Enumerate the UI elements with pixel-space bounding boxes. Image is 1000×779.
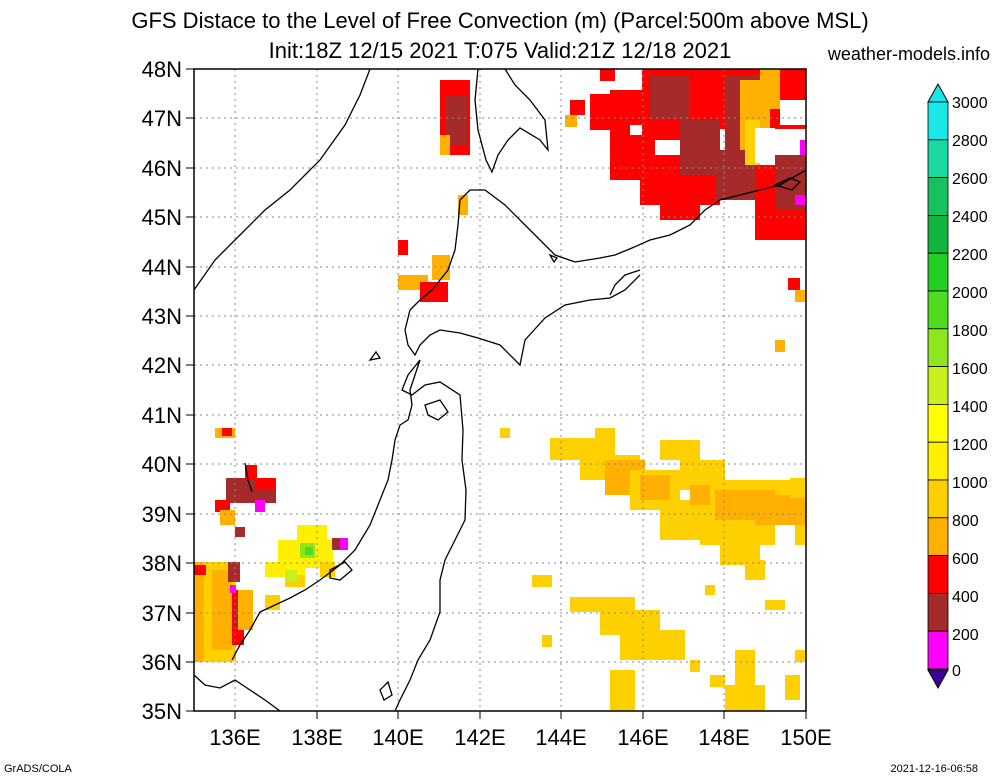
colorbar-bottom-arrow xyxy=(927,669,949,690)
colorbar-label: 1600 xyxy=(952,361,988,378)
plot-frame xyxy=(193,68,807,712)
lat-labels: 48N 47N 46N 45N 44N 43N 42N 41N 40N 39N … xyxy=(142,57,182,724)
lat-label: 45N xyxy=(142,205,182,230)
lat-label: 47N xyxy=(142,106,182,131)
colorbar-swatch xyxy=(927,101,949,141)
colorbar-label: 0 xyxy=(952,663,961,680)
lon-labels: 136E 138E 140E 142E 144E 146E 148E 150E xyxy=(209,725,831,750)
lon-label: 150E xyxy=(780,725,831,750)
colorbar-swatch xyxy=(927,139,949,179)
footer-right: 2021-12-16-06:58 xyxy=(890,763,978,775)
colorbar-top-arrow xyxy=(927,82,949,103)
lat-label: 46N xyxy=(142,156,182,181)
colorbar: 3000 2800 2600 2400 2200 2000 1800 1600 … xyxy=(927,82,988,690)
colorbar-swatch xyxy=(927,328,949,367)
colorbar-swatch xyxy=(927,593,949,632)
colorbar-swatch xyxy=(927,555,949,594)
colorbar-swatch xyxy=(927,290,949,330)
site-label: weather-models.info xyxy=(827,44,990,64)
lat-label: 35N xyxy=(142,699,182,724)
colorbar-swatch xyxy=(927,366,949,405)
colorbar-swatch xyxy=(927,403,949,443)
colorbar-label: 800 xyxy=(952,513,979,530)
colorbar-swatch xyxy=(927,214,949,254)
lat-label: 37N xyxy=(142,601,182,626)
grid-lines xyxy=(194,69,806,711)
lat-label: 36N xyxy=(142,650,182,675)
colorbar-label: 3000 xyxy=(952,95,988,112)
colorbar-label: 2800 xyxy=(952,133,988,150)
lat-label: 43N xyxy=(142,304,182,329)
lon-label: 148E xyxy=(698,725,749,750)
colorbar-label: 2400 xyxy=(952,209,988,226)
lat-label: 39N xyxy=(142,502,182,527)
colorbar-swatch xyxy=(927,441,949,481)
colorbar-label: 2600 xyxy=(952,171,988,188)
colorbar-swatch xyxy=(927,479,949,519)
lat-label: 41N xyxy=(142,403,182,428)
colorbar-label: 1200 xyxy=(952,437,988,454)
lat-label: 44N xyxy=(142,255,182,280)
lon-label: 144E xyxy=(535,725,586,750)
lat-label: 42N xyxy=(142,353,182,378)
tick-marks xyxy=(186,68,807,719)
lat-label: 40N xyxy=(142,452,182,477)
lon-label: 138E xyxy=(291,725,342,750)
colorbar-label: 2000 xyxy=(952,285,988,302)
colorbar-swatch xyxy=(927,630,949,670)
colorbar-label: 1800 xyxy=(952,323,988,340)
colorbar-label: 2200 xyxy=(952,247,988,264)
colorbar-label: 400 xyxy=(952,589,979,606)
lat-label: 48N xyxy=(142,57,182,82)
colorbar-label: 600 xyxy=(952,551,979,568)
shaded-field xyxy=(194,69,806,711)
coastlines xyxy=(194,69,806,711)
lon-label: 142E xyxy=(454,725,505,750)
colorbar-swatch xyxy=(927,252,949,292)
lon-label: 146E xyxy=(617,725,668,750)
lon-label: 140E xyxy=(372,725,423,750)
footer-left: GrADS/COLA xyxy=(4,763,72,775)
colorbar-label: 200 xyxy=(952,627,979,644)
colorbar-swatch xyxy=(927,517,949,556)
colorbar-label: 1400 xyxy=(952,399,988,416)
colorbar-swatch xyxy=(927,177,949,216)
colorbar-label: 1000 xyxy=(952,475,988,492)
lat-label: 38N xyxy=(142,551,182,576)
lon-label: 136E xyxy=(209,725,260,750)
map-title: GFS Distace to the Level of Free Convect… xyxy=(131,8,869,33)
map-subtitle: Init:18Z 12/15 2021 T:075 Valid:21Z 12/1… xyxy=(268,38,732,63)
